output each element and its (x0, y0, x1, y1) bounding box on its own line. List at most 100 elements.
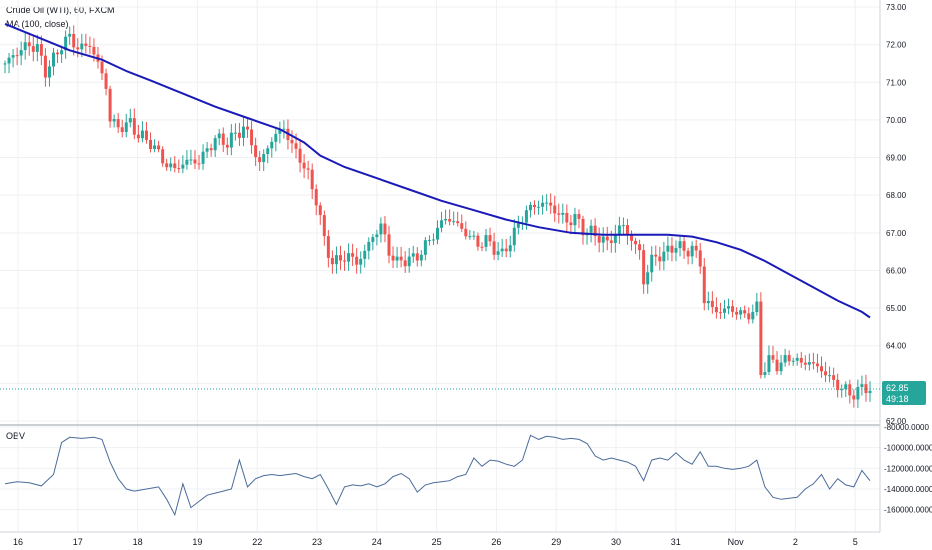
candle-body (302, 162, 306, 169)
candle-body (185, 159, 189, 165)
candle-body (541, 202, 545, 207)
candle-body (229, 132, 233, 148)
candle-body (246, 126, 250, 130)
candle-body (678, 241, 682, 249)
candle-body (795, 357, 799, 361)
obv-axis-tick: -80000.0000 (884, 423, 929, 432)
candle-body (262, 154, 266, 163)
candle-body (508, 245, 512, 252)
candle-body (395, 256, 399, 261)
candle-body (524, 210, 528, 223)
candle-body (642, 250, 646, 285)
price-axis-tick: 67.00 (886, 229, 907, 238)
candle-body (15, 55, 19, 57)
candle-body (828, 375, 832, 377)
candle-body (763, 372, 767, 376)
candle-body (856, 386, 860, 400)
candle-body (217, 133, 221, 139)
candle-body (565, 212, 569, 223)
candle-body (100, 61, 104, 74)
candle-body (278, 129, 282, 134)
candle-body (415, 253, 419, 261)
price-axis-tick: 66.00 (886, 266, 907, 275)
candle-body (363, 250, 367, 259)
candle-body (666, 245, 670, 252)
candle-body (326, 236, 330, 258)
candle-body (52, 52, 56, 67)
candle-body (630, 235, 634, 241)
candle-body (605, 236, 609, 241)
candle-body (714, 307, 718, 313)
candle-body (504, 248, 508, 252)
price-axis-tick: 70.00 (886, 116, 907, 125)
time-axis-tick: 31 (671, 537, 681, 547)
candle-body (682, 241, 686, 251)
candle-body (128, 118, 132, 123)
candle-body (116, 119, 120, 128)
time-axis-tick: 29 (551, 537, 561, 547)
candle-body (735, 311, 739, 315)
candle-body (80, 43, 84, 50)
candle-body (836, 379, 840, 391)
candle-body (617, 225, 621, 235)
candle-body (165, 163, 169, 168)
candle-body (399, 256, 403, 261)
candle-body (3, 63, 7, 65)
candle-body (88, 45, 92, 47)
candle-body (241, 126, 245, 138)
candle-body (419, 254, 423, 261)
candle-body (448, 219, 452, 222)
price-axis-tick: 69.00 (886, 154, 907, 163)
candle-body (56, 52, 60, 55)
candle-body (771, 355, 775, 360)
candle-body (225, 144, 229, 148)
candle-body (492, 241, 496, 255)
candle-body (868, 390, 872, 394)
candle-body (561, 212, 565, 215)
candle-body (39, 44, 43, 56)
candle-body (233, 132, 237, 134)
candle-body (136, 134, 140, 139)
candle-body (19, 50, 23, 56)
candle-body (528, 204, 532, 211)
candle-body (852, 395, 856, 400)
candle-body (359, 258, 363, 265)
candle-body (371, 237, 375, 242)
price-axis-tick: 71.00 (886, 78, 907, 87)
candle-body (731, 306, 735, 312)
candle-body (27, 42, 31, 47)
obv-line (4, 434, 871, 517)
candle-body (343, 260, 347, 262)
candle-body (783, 355, 787, 363)
candle-body (189, 159, 193, 161)
candle-body (314, 189, 318, 206)
candle-body (775, 359, 779, 372)
candle-body (456, 221, 460, 224)
candle-body (646, 272, 650, 285)
candle-body (181, 164, 185, 169)
candle-body (468, 236, 472, 238)
candle-body (306, 168, 310, 170)
candle-body (739, 310, 743, 315)
candle-body (621, 225, 625, 227)
candle-body (589, 225, 593, 233)
time-axis-tick: 18 (133, 537, 143, 547)
candle-body (201, 151, 205, 164)
price-axis-tick: 73.00 (886, 3, 907, 12)
candle-body (250, 129, 254, 146)
candle-body (258, 157, 262, 163)
candle-body (755, 301, 759, 312)
candle-body (266, 148, 270, 155)
time-axis-tick: 22 (252, 537, 262, 547)
time-axis-tick: 24 (372, 537, 382, 547)
candle-body (759, 301, 763, 376)
candle-body (840, 389, 844, 391)
candle-body (484, 235, 488, 247)
candle-body (64, 36, 68, 51)
candle-body (613, 234, 617, 243)
candle-body (177, 168, 181, 170)
candle-body (270, 141, 274, 149)
candle-body (72, 33, 76, 48)
candle-body (444, 219, 448, 221)
